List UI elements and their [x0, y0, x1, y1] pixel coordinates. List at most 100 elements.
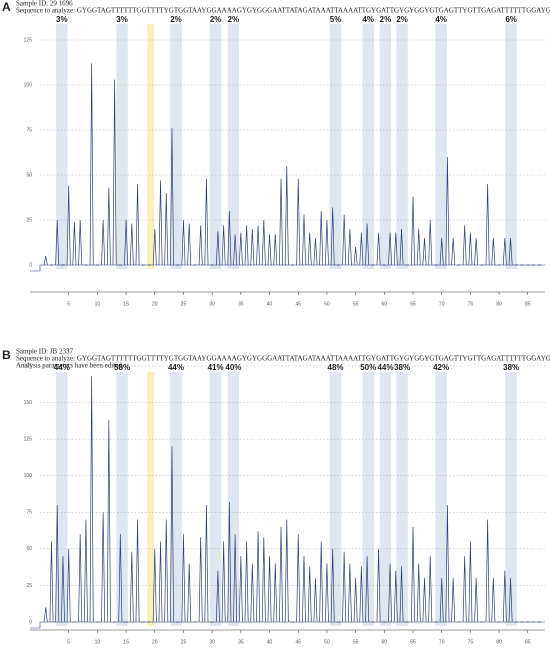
- methylation-percent: 4%: [362, 15, 374, 24]
- peak: [296, 534, 301, 623]
- x-tick-label: 55: [353, 301, 359, 307]
- methylation-percent: 3%: [56, 15, 68, 24]
- peak: [244, 225, 249, 266]
- x-tick-label: 25: [181, 639, 187, 645]
- peak: [83, 519, 88, 623]
- peak: [66, 548, 71, 623]
- peak: [307, 566, 312, 623]
- peak: [181, 219, 186, 266]
- panel-label: B: [2, 348, 11, 362]
- x-tick-label: 80: [496, 639, 502, 645]
- methylation-percent: 2%: [396, 15, 408, 24]
- peak: [250, 228, 255, 266]
- peak: [250, 563, 255, 623]
- peak: [502, 237, 507, 266]
- peak: [319, 541, 324, 623]
- x-tick-label: 50: [324, 301, 330, 307]
- peak: [508, 237, 513, 266]
- peak: [388, 232, 393, 266]
- peak: [112, 79, 117, 266]
- peak: [393, 232, 398, 266]
- peak: [411, 526, 415, 623]
- y-tick-label: 100: [24, 473, 33, 479]
- peak: [376, 232, 381, 266]
- cpg-region: [56, 372, 68, 626]
- peak: [359, 566, 364, 623]
- peak: [491, 578, 496, 623]
- peak: [445, 156, 450, 266]
- x-tick-label: 75: [468, 301, 474, 307]
- peak: [267, 234, 272, 266]
- peak: [221, 541, 226, 623]
- peak: [313, 578, 318, 623]
- x-tick-label: 70: [439, 639, 445, 645]
- cpg-region: [116, 372, 128, 626]
- cpg-region: [362, 372, 374, 626]
- peak: [129, 551, 134, 623]
- methylation-percent: 2%: [380, 15, 392, 24]
- peak: [66, 185, 71, 266]
- peak: [164, 519, 169, 623]
- peak: [428, 219, 433, 266]
- panel-label: A: [2, 0, 11, 14]
- baseline-step: [30, 621, 545, 629]
- peak: [342, 551, 347, 623]
- peak: [330, 207, 335, 266]
- cpg-region: [209, 24, 222, 269]
- peak: [170, 128, 174, 266]
- peak: [284, 165, 289, 266]
- peak: [359, 232, 364, 266]
- peak: [451, 578, 456, 623]
- peak: [491, 237, 496, 266]
- peak: [135, 183, 140, 266]
- peak: [451, 237, 456, 266]
- peak: [233, 234, 238, 266]
- peak: [422, 237, 427, 266]
- methylation-percent: 50%: [360, 363, 376, 372]
- methylation-percent: 3%: [116, 15, 128, 24]
- methylation-percent: 44%: [54, 363, 70, 372]
- x-tick-label: 5: [67, 301, 70, 307]
- peak: [152, 548, 157, 623]
- x-tick-label: 20: [152, 639, 158, 645]
- peak: [135, 519, 140, 623]
- peak: [78, 534, 83, 623]
- peak: [204, 504, 209, 623]
- x-tick-label: 85: [525, 639, 531, 645]
- methylation-percent: 2%: [228, 15, 240, 24]
- peak: [302, 214, 306, 266]
- peak: [353, 246, 358, 266]
- y-tick-label: 25: [26, 583, 32, 589]
- cpg-region: [329, 24, 342, 269]
- peak: [474, 578, 479, 623]
- peak: [353, 578, 358, 623]
- cpg-region: [227, 24, 240, 269]
- peak: [204, 178, 209, 266]
- cpg-region: [362, 24, 374, 269]
- peak: [273, 563, 278, 623]
- peak: [388, 563, 393, 623]
- cpg-region: [435, 24, 447, 269]
- peak: [124, 219, 129, 266]
- peak: [342, 214, 347, 266]
- peak: [376, 548, 381, 623]
- peak: [187, 223, 192, 266]
- peak: [485, 519, 490, 623]
- peak: [422, 578, 427, 623]
- peak: [256, 225, 261, 266]
- x-tick-label: 45: [295, 639, 301, 645]
- x-tick-label: 65: [410, 301, 416, 307]
- methylation-percent: 42%: [433, 363, 449, 372]
- methylation-percent: 48%: [328, 363, 344, 372]
- methylation-percent: 5%: [330, 15, 342, 24]
- peak: [170, 446, 174, 623]
- peak: [55, 219, 60, 266]
- x-tick-label: 40: [267, 639, 273, 645]
- sequence: Sequence to analyze: GYGGTAGTTTTTTGGTTTT…: [16, 7, 550, 15]
- sample-id: Sample ID: 29 1696: [16, 0, 73, 8]
- y-tick-label: 125: [24, 37, 33, 43]
- methylation-percent: 41%: [208, 363, 224, 372]
- y-tick-label: 175: [24, 363, 33, 369]
- peak: [313, 237, 318, 266]
- peak: [158, 541, 163, 623]
